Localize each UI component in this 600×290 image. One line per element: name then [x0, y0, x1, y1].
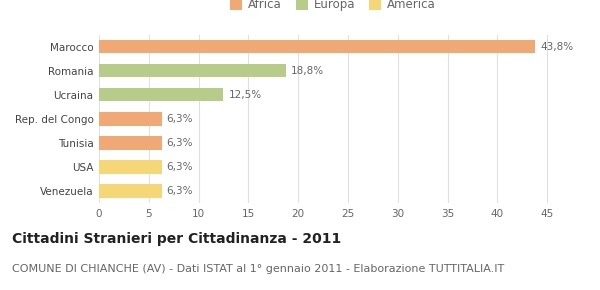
Bar	[99, 88, 223, 102]
Text: COMUNE DI CHIANCHE (AV) - Dati ISTAT al 1° gennaio 2011 - Elaborazione TUTTITALI: COMUNE DI CHIANCHE (AV) - Dati ISTAT al …	[12, 264, 504, 274]
Bar	[99, 160, 162, 173]
Bar	[99, 136, 162, 150]
Bar	[99, 184, 162, 197]
Text: Cittadini Stranieri per Cittadinanza - 2011: Cittadini Stranieri per Cittadinanza - 2…	[12, 232, 341, 246]
Text: 6,3%: 6,3%	[167, 138, 193, 148]
Text: 6,3%: 6,3%	[167, 114, 193, 124]
Text: 18,8%: 18,8%	[291, 66, 325, 76]
Text: 6,3%: 6,3%	[167, 186, 193, 196]
Bar	[99, 112, 162, 126]
Text: 12,5%: 12,5%	[229, 90, 262, 100]
Bar	[99, 40, 535, 53]
Bar	[99, 64, 286, 77]
Legend: Africa, Europa, America: Africa, Europa, America	[226, 0, 440, 16]
Text: 43,8%: 43,8%	[540, 42, 573, 52]
Text: 6,3%: 6,3%	[167, 162, 193, 172]
